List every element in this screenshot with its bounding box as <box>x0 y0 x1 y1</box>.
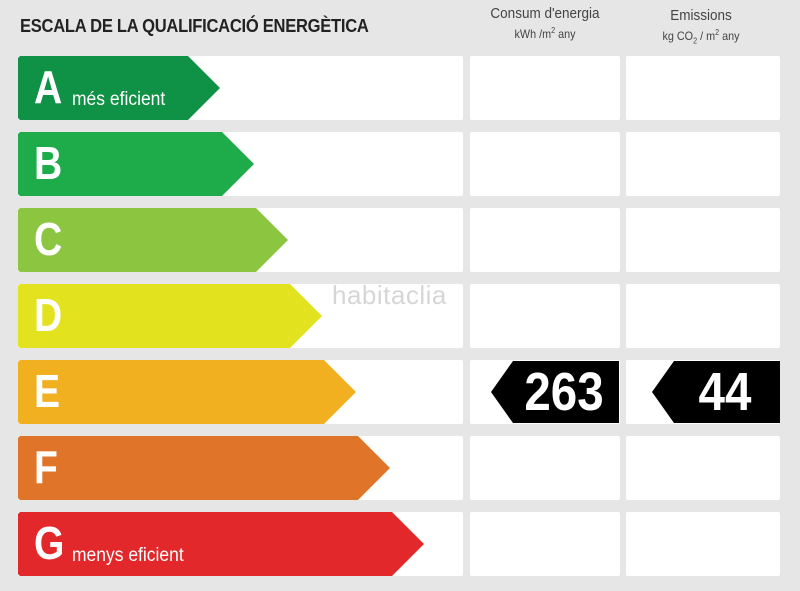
emissions-cell <box>626 512 780 576</box>
emissions-value-badge <box>652 361 780 423</box>
page-title: ESCALA DE LA QUALIFICACIÓ ENERGÈTICA <box>20 16 369 36</box>
rating-letter: B <box>34 137 63 189</box>
consumption-cell <box>470 132 620 196</box>
rating-arrow-f <box>18 436 390 500</box>
emissions-cell <box>626 436 780 500</box>
consumption-header: Consum d'energia kWh /m2 any <box>478 4 613 41</box>
rating-description: menys eficient <box>72 545 184 566</box>
rating-arrow-b <box>18 132 254 196</box>
consumption-title: Consum d'energia <box>490 5 600 22</box>
rating-letter: A <box>34 61 63 113</box>
rating-arrow-a <box>18 56 220 120</box>
rating-letter: G <box>34 517 65 569</box>
emissions-cell <box>626 132 780 196</box>
consumption-value: 263 <box>524 362 604 422</box>
consumption-cell <box>470 208 620 272</box>
scale-row-f: F <box>18 436 358 500</box>
emissions-title: Emissions <box>670 7 732 24</box>
scale-row-b: B <box>18 132 222 196</box>
emissions-cell <box>626 208 780 272</box>
rating-arrow-g <box>18 512 424 576</box>
consumption-unit: kWh /m2 any <box>514 26 576 41</box>
consumption-cell <box>470 436 620 500</box>
scale-row-d: D <box>18 284 290 348</box>
consumption-cell <box>470 284 620 348</box>
scale-row-e: E <box>18 360 324 424</box>
emissions-unit: kg CO2 / m2 any <box>662 28 740 46</box>
rating-letter: E <box>34 365 61 417</box>
rating-arrow-d <box>18 284 322 348</box>
emissions-cell <box>626 284 780 348</box>
emissions-cell <box>626 56 780 120</box>
rating-arrow-c <box>18 208 288 272</box>
consumption-value-badge <box>491 361 619 423</box>
rating-letter: C <box>34 213 63 265</box>
rating-letter: F <box>34 441 58 493</box>
rating-letter: D <box>34 289 63 341</box>
emissions-header: Emissions kg CO2 / m2 any <box>634 6 769 48</box>
consumption-cell <box>470 512 620 576</box>
scale-row-c: C <box>18 208 256 272</box>
consumption-cell <box>470 56 620 120</box>
rating-description: més eficient <box>72 89 166 110</box>
rating-arrow-e <box>18 360 356 424</box>
watermark: habitaclia <box>332 280 447 310</box>
emissions-value: 44 <box>698 362 752 422</box>
